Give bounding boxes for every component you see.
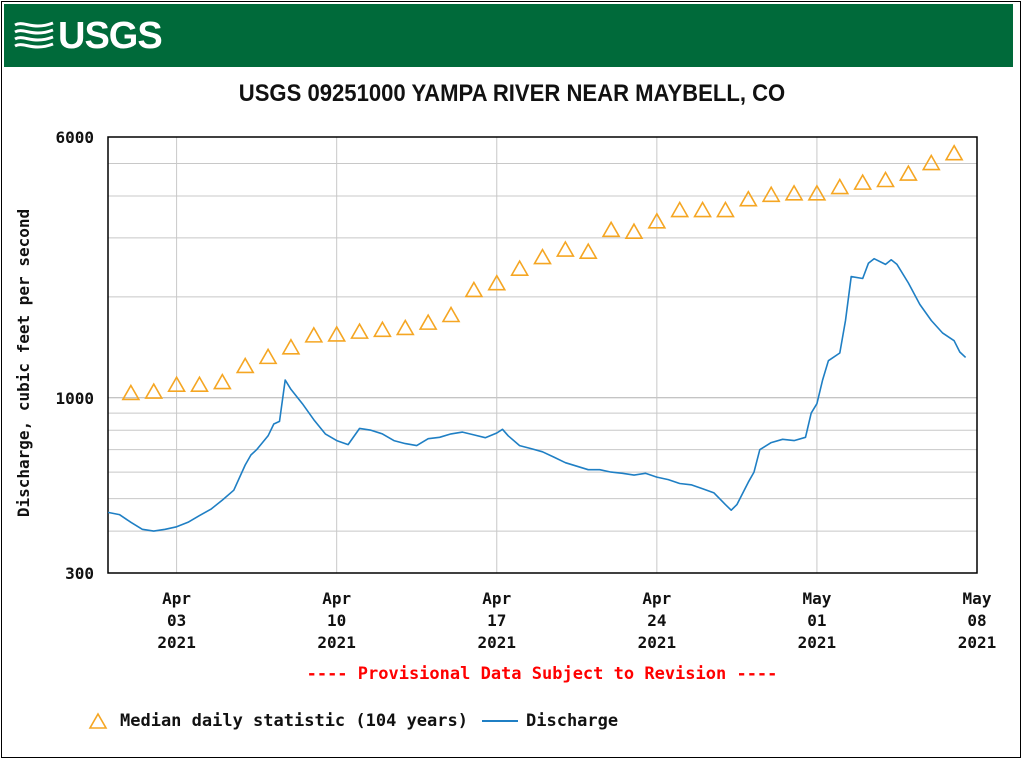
x-tick-label: 24 — [647, 611, 666, 630]
median-marker — [670, 200, 690, 218]
median-marker — [327, 325, 347, 342]
x-tick-label: 08 — [967, 611, 986, 630]
x-tick-label: May — [802, 589, 831, 608]
y-tick-label: 6000 — [55, 128, 94, 147]
median-marker — [418, 313, 438, 330]
y-tick-label: 300 — [65, 564, 94, 583]
median-marker — [533, 247, 552, 265]
x-tick-label: Apr — [322, 589, 351, 608]
usgs-logo[interactable]: USGS — [14, 14, 163, 58]
median-marker — [624, 222, 644, 239]
median-marker — [761, 185, 781, 203]
x-tick-label: 10 — [327, 611, 346, 630]
median-marker — [487, 274, 507, 291]
chart-title: USGS 09251000 YAMPA RIVER NEAR MAYBELL, … — [238, 80, 786, 107]
legend-discharge-label: Discharge — [526, 711, 619, 731]
chart-legend: Median daily statistic (104 years) Disch… — [88, 711, 618, 731]
x-tick-label: 01 — [807, 611, 826, 630]
x-tick-label: 2021 — [958, 633, 997, 652]
x-tick-label: Apr — [642, 589, 671, 608]
usgs-banner: USGS — [4, 4, 1013, 67]
median-marker — [281, 338, 301, 355]
median-marker — [738, 190, 758, 207]
median-marker — [350, 322, 369, 339]
median-marker — [921, 153, 941, 171]
median-marker — [212, 372, 232, 390]
median-triangle-icon — [88, 712, 108, 729]
x-tick-label: 2021 — [638, 633, 677, 652]
median-marker — [395, 318, 415, 336]
median-marker — [167, 375, 186, 393]
x-tick-label: 2021 — [317, 633, 356, 652]
x-tick-label: Apr — [482, 589, 511, 608]
x-tick-label: 2021 — [477, 633, 516, 652]
x-tick-label: 2021 — [157, 633, 196, 652]
x-tick-label: 17 — [487, 611, 506, 630]
median-marker — [716, 200, 735, 218]
median-marker — [373, 320, 392, 338]
median-marker — [441, 305, 461, 323]
usgs-logo-text: USGS — [58, 14, 163, 57]
median-marker — [555, 240, 575, 257]
plot-border — [107, 136, 978, 574]
median-marker — [601, 220, 621, 238]
x-tick-label: 03 — [167, 611, 186, 630]
y-axis-label: Discharge, cubic feet per second — [14, 209, 33, 517]
y-tick-label: 1000 — [55, 389, 94, 408]
legend-median-label: Median daily statistic (104 years) — [120, 711, 468, 731]
median-marker — [464, 280, 484, 298]
median-marker — [899, 164, 918, 181]
x-tick-label: May — [963, 589, 992, 608]
median-marker — [853, 173, 873, 190]
discharge-series-line — [107, 257, 967, 532]
median-marker — [693, 200, 712, 218]
median-marker — [944, 144, 964, 161]
median-marker — [807, 184, 827, 201]
median-marker — [235, 356, 255, 374]
median-marker — [876, 170, 895, 188]
median-marker — [121, 383, 141, 401]
x-tick-label: 2021 — [798, 633, 837, 652]
median-marker — [304, 326, 324, 343]
median-marker — [144, 382, 164, 399]
usgs-wave-icon — [14, 21, 54, 49]
provisional-notice: ---- Provisional Data Subject to Revisio… — [306, 664, 778, 684]
median-marker — [647, 212, 667, 229]
median-marker — [510, 259, 530, 276]
median-marker — [190, 375, 209, 393]
x-tick-label: Apr — [162, 589, 191, 608]
discharge-line-icon — [482, 720, 518, 722]
median-marker — [258, 347, 278, 365]
median-marker — [830, 177, 850, 195]
median-marker — [578, 242, 598, 259]
median-marker — [784, 184, 804, 201]
